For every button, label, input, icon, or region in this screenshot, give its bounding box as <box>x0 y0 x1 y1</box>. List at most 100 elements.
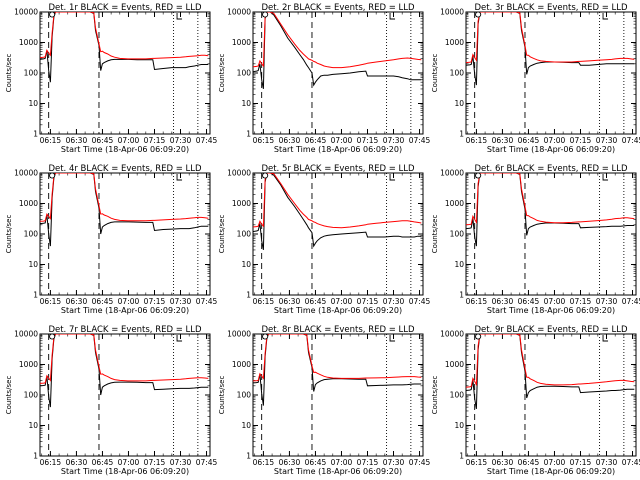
x-tick-label: 07:00 <box>118 297 140 306</box>
y-tick-label: 1000 <box>19 38 38 47</box>
bracket-marker <box>389 174 396 181</box>
x-tick-label: 07:15 <box>144 297 166 306</box>
x-axis-label: Start Time (18-Apr-06 06:09:20) <box>274 145 402 154</box>
y-tick-label: 1000 <box>445 360 464 369</box>
events-series-line <box>466 334 635 409</box>
x-tick-label: 07:15 <box>570 458 592 467</box>
plot-frame <box>465 333 637 457</box>
plot-frame <box>39 333 211 457</box>
x-tick-label: 06:45 <box>92 458 114 467</box>
panel-title: Det. 2r BLACK = Events, RED = LLD <box>261 3 415 13</box>
y-tick-label: 10000 <box>14 330 38 339</box>
peak-circle-marker <box>475 172 482 179</box>
plot-frame <box>465 172 637 296</box>
chart-panel-1: Det. 1r BLACK = Events, RED = LLD 1 10 100 1… <box>5 3 218 154</box>
x-tick-label: 07:45 <box>196 458 218 467</box>
y-axis-label: Counts/sec <box>431 54 439 93</box>
events-series-line <box>40 173 209 247</box>
y-tick-label: 10 <box>241 260 251 269</box>
x-tick-label: 07:00 <box>544 297 566 306</box>
events-series-line <box>253 12 422 89</box>
y-tick-label: 1 <box>459 452 464 461</box>
y-tick-label: 10 <box>241 99 251 108</box>
y-tick-label: 100 <box>24 69 39 78</box>
y-tick-label: 100 <box>237 69 252 78</box>
lld-series-line <box>466 334 635 388</box>
chart-panel-2: Det. 2r BLACK = Events, RED = LLD 1 10 100 1… <box>218 3 431 154</box>
x-tick-label: 07:30 <box>596 136 618 145</box>
events-series-line <box>466 173 635 247</box>
x-axis-label: Start Time (18-Apr-06 06:09:20) <box>487 467 615 476</box>
chart-panel-9: Det. 9r BLACK = Events, RED = LLD 1 10 100 1… <box>431 325 640 476</box>
y-tick-label: 1000 <box>232 38 251 47</box>
y-axis-label: Counts/sec <box>431 215 439 254</box>
x-tick-label: 06:15 <box>40 458 62 467</box>
chart-panel-8: Det. 8r BLACK = Events, RED = LLD 1 10 100 1… <box>218 325 431 476</box>
plot-frame <box>465 11 637 135</box>
x-tick-label: 06:45 <box>518 297 540 306</box>
y-tick-label: 1000 <box>445 199 464 208</box>
y-tick-label: 10000 <box>227 169 251 178</box>
x-tick-label: 07:15 <box>357 458 379 467</box>
series-group <box>253 12 422 89</box>
y-tick-label: 100 <box>237 230 252 239</box>
y-tick-label: 10 <box>28 421 38 430</box>
lld-series-line <box>466 12 635 64</box>
y-tick-label: 10 <box>454 421 464 430</box>
peak-circle-marker <box>262 172 269 179</box>
x-tick-label: 06:45 <box>92 297 114 306</box>
x-tick-label: 06:45 <box>305 297 327 306</box>
peak-circle-marker <box>49 333 56 340</box>
chart-panel-5: Det. 5r BLACK = Events, RED = LLD 1 10 100 1… <box>218 164 431 315</box>
x-tick-label: 07:00 <box>118 136 140 145</box>
lld-series-line <box>253 12 422 69</box>
plot-frame <box>252 11 424 135</box>
x-tick-label: 07:30 <box>383 136 405 145</box>
panel-title: Det. 4r BLACK = Events, RED = LLD <box>48 164 202 174</box>
panel-title: Det. 8r BLACK = Events, RED = LLD <box>261 325 415 335</box>
peak-circle-marker <box>475 11 482 18</box>
x-tick-label: 07:00 <box>331 458 353 467</box>
events-series-line <box>40 334 209 408</box>
y-tick-label: 100 <box>450 391 465 400</box>
x-tick-label: 06:30 <box>492 297 514 306</box>
x-tick-label: 06:45 <box>305 458 327 467</box>
series-group <box>466 173 635 247</box>
x-tick-label: 07:45 <box>622 297 640 306</box>
lld-series-line <box>40 334 209 384</box>
y-tick-label: 10000 <box>440 169 464 178</box>
x-tick-label: 07:45 <box>409 297 431 306</box>
x-tick-label: 06:15 <box>253 136 275 145</box>
panel-title: Det. 3r BLACK = Events, RED = LLD <box>474 3 628 13</box>
x-tick-label: 06:30 <box>279 136 301 145</box>
lld-series-line <box>40 12 209 60</box>
x-tick-label: 07:30 <box>170 136 192 145</box>
y-axis-label: Counts/sec <box>5 54 13 93</box>
events-series-line <box>253 173 422 250</box>
lld-series-line <box>40 173 209 222</box>
peak-circle-marker <box>262 333 269 340</box>
x-tick-label: 07:30 <box>596 458 618 467</box>
x-tick-label: 07:30 <box>383 458 405 467</box>
y-tick-label: 100 <box>24 230 39 239</box>
x-tick-label: 07:15 <box>144 136 166 145</box>
x-axis-label: Start Time (18-Apr-06 06:09:20) <box>61 467 189 476</box>
x-tick-label: 07:15 <box>570 297 592 306</box>
chart-panel-4: Det. 4r BLACK = Events, RED = LLD 1 10 100 1… <box>5 164 218 315</box>
x-tick-label: 06:15 <box>40 297 62 306</box>
x-tick-label: 07:30 <box>596 297 618 306</box>
x-tick-label: 07:15 <box>357 136 379 145</box>
x-tick-label: 06:15 <box>466 136 488 145</box>
x-tick-label: 07:45 <box>622 458 640 467</box>
x-tick-label: 07:45 <box>196 297 218 306</box>
bracket-marker <box>176 13 183 20</box>
series-group <box>40 173 209 247</box>
y-tick-label: 10000 <box>440 330 464 339</box>
y-tick-label: 1 <box>246 130 251 139</box>
y-tick-label: 1000 <box>232 199 251 208</box>
x-tick-label: 07:00 <box>331 136 353 145</box>
plot-frame <box>39 172 211 296</box>
y-tick-label: 100 <box>24 391 39 400</box>
x-tick-label: 06:45 <box>305 136 327 145</box>
